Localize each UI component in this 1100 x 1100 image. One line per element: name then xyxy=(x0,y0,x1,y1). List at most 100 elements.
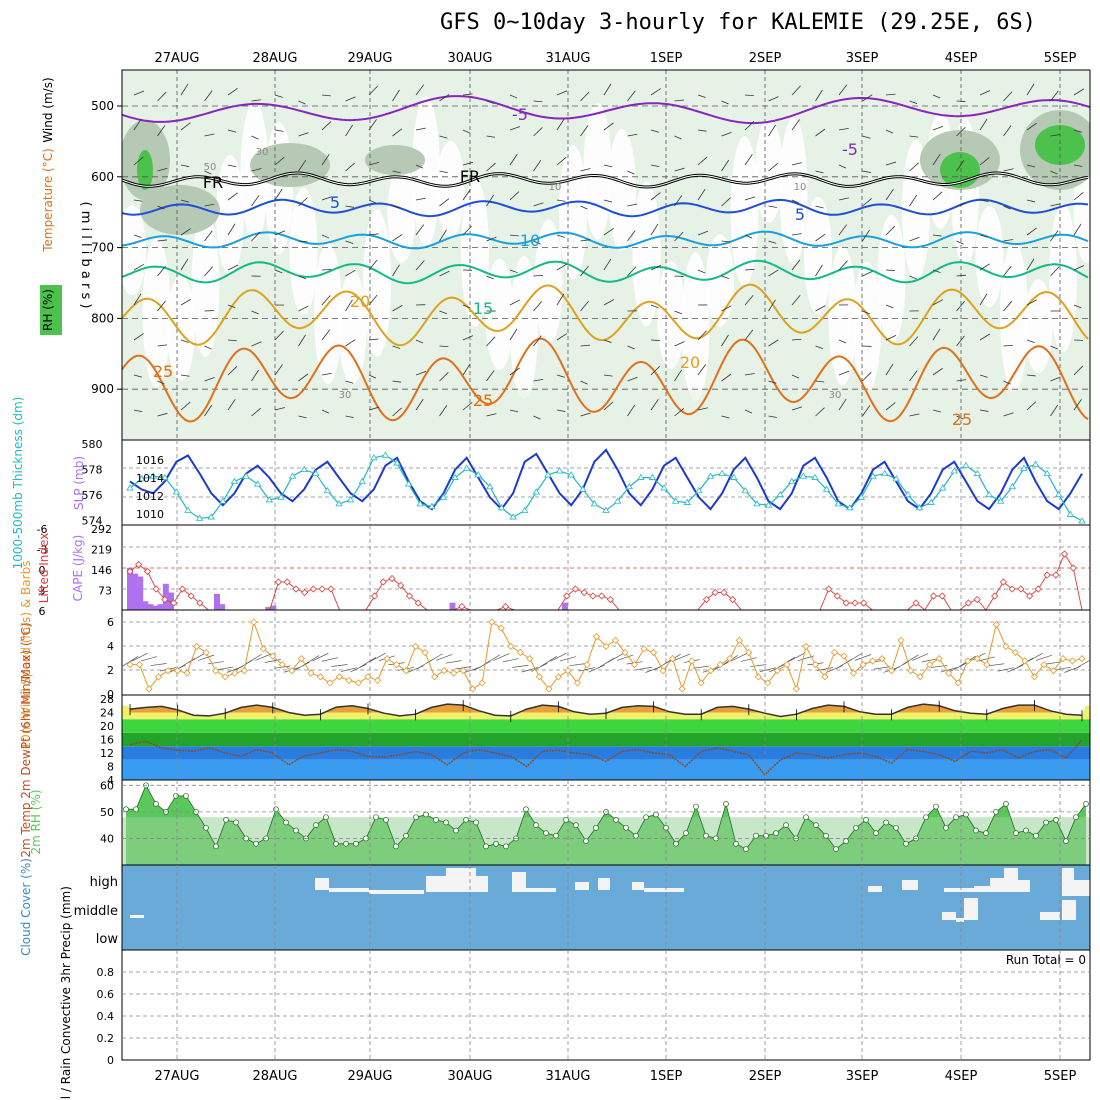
thickness-point xyxy=(346,496,355,503)
cape-tick-label: 146 xyxy=(91,564,112,577)
wind-barb xyxy=(885,363,894,376)
wind-barb xyxy=(415,224,425,236)
thickness-point xyxy=(985,490,993,498)
wind-barb xyxy=(838,84,848,96)
wind-barb xyxy=(697,230,709,236)
rh-point xyxy=(693,803,699,810)
thickness-point xyxy=(300,465,308,473)
wind-speed-point xyxy=(792,685,800,693)
wind-speed-point xyxy=(745,648,753,657)
wind-barb xyxy=(956,126,966,137)
dewpoint-line xyxy=(129,739,1083,777)
wind-barb xyxy=(862,135,871,139)
wind-barb xyxy=(180,199,189,203)
rh-point xyxy=(1073,814,1079,821)
lifted-index-point xyxy=(126,567,134,576)
wind-barb xyxy=(1073,304,1082,309)
wind-speed-point xyxy=(564,667,572,675)
wind-barb xyxy=(157,300,166,312)
wind-speed-point xyxy=(1068,657,1077,665)
wind-barb xyxy=(791,119,800,131)
wind-barb xyxy=(932,367,943,376)
temp-tick-label: 24 xyxy=(100,707,114,720)
lifted-index-point xyxy=(720,588,728,597)
wind-barb xyxy=(815,89,823,102)
cape-bar xyxy=(152,605,159,610)
wind-barb xyxy=(251,341,262,347)
wind-speed-point xyxy=(221,673,229,681)
wind-barb xyxy=(133,374,142,378)
thickness-point xyxy=(834,500,842,507)
wind-barb xyxy=(627,230,636,242)
cloud-gap xyxy=(369,890,424,894)
wind-barb xyxy=(1003,168,1014,172)
temp-axis-label: 2m Temp 2m DewPt (6hr Min/Max) (°C) xyxy=(19,622,33,857)
wind-barb xyxy=(533,335,542,347)
cloud-level-label: high xyxy=(90,875,118,890)
wind-barb xyxy=(180,401,191,411)
rh-dry-pocket xyxy=(730,136,759,286)
lifted-index-point xyxy=(1052,571,1060,579)
rh-dry-pocket xyxy=(289,187,318,315)
wind-barb xyxy=(345,205,355,208)
wind-barb xyxy=(815,407,825,417)
wind-barb xyxy=(650,88,661,96)
wind-barb xyxy=(744,409,753,414)
wind-barb xyxy=(486,275,494,280)
temp-tick-label: 20 xyxy=(100,720,114,733)
wind-barb xyxy=(979,293,988,306)
wind-barb xyxy=(462,93,473,96)
wind-barb xyxy=(345,162,355,172)
wind-speed-point xyxy=(859,661,867,669)
isotherm-15 xyxy=(122,259,1089,285)
thickness-point xyxy=(230,477,239,484)
wind-barb xyxy=(439,135,448,139)
wind-barb xyxy=(674,341,685,347)
rh-point xyxy=(213,843,219,850)
surface-wind-barb xyxy=(140,656,158,662)
date-label-bottom: 5SEP xyxy=(1044,1069,1077,1084)
lifted-index-point xyxy=(327,585,335,593)
wind-barb xyxy=(697,364,706,376)
wind-barb xyxy=(204,133,215,137)
lifted-index-point xyxy=(860,599,868,607)
rh-point xyxy=(183,793,189,799)
surface-wind-barb xyxy=(550,652,567,662)
wind-speed-point xyxy=(1059,655,1067,663)
wind-speed-point xyxy=(288,667,296,675)
wind-speed-point xyxy=(783,661,791,669)
wind-barb xyxy=(862,371,872,382)
date-label-top: 29AUG xyxy=(347,51,392,66)
wind-barb xyxy=(439,405,448,417)
wind-barb xyxy=(1026,374,1036,377)
wind-barb xyxy=(674,231,684,242)
cloud-gap xyxy=(526,888,556,892)
rh-legend-swatch xyxy=(40,285,62,335)
wind-legend-label: Wind (m/s) xyxy=(41,77,55,142)
wind-barb xyxy=(815,305,826,312)
wind-speed-point xyxy=(516,648,524,657)
wind-barb xyxy=(815,345,824,349)
wind-speed-point xyxy=(821,673,829,681)
wind-barb xyxy=(321,372,332,376)
wind-barb xyxy=(251,99,262,102)
wind-barb xyxy=(298,415,307,419)
lifted-index-point xyxy=(1008,585,1016,593)
wind-barb xyxy=(603,164,613,168)
contour-label: 15 xyxy=(473,299,493,318)
surface-wind-barb xyxy=(531,662,548,672)
surface-wind-barb xyxy=(207,661,224,665)
wind-barb xyxy=(580,380,588,385)
thickness-point xyxy=(219,497,227,504)
wind-barb xyxy=(721,415,730,419)
wind-barb xyxy=(439,94,450,102)
thickness-tick-label: 576 xyxy=(82,489,103,502)
temp-color-band xyxy=(122,732,1090,747)
wind-barb xyxy=(650,223,659,236)
rh-point xyxy=(1013,830,1019,836)
wind-barb xyxy=(133,156,144,166)
surface-wind-barb xyxy=(245,653,262,665)
rh-point xyxy=(933,803,939,810)
wind-barb xyxy=(1026,227,1037,236)
surface-wind-barb xyxy=(759,667,776,672)
